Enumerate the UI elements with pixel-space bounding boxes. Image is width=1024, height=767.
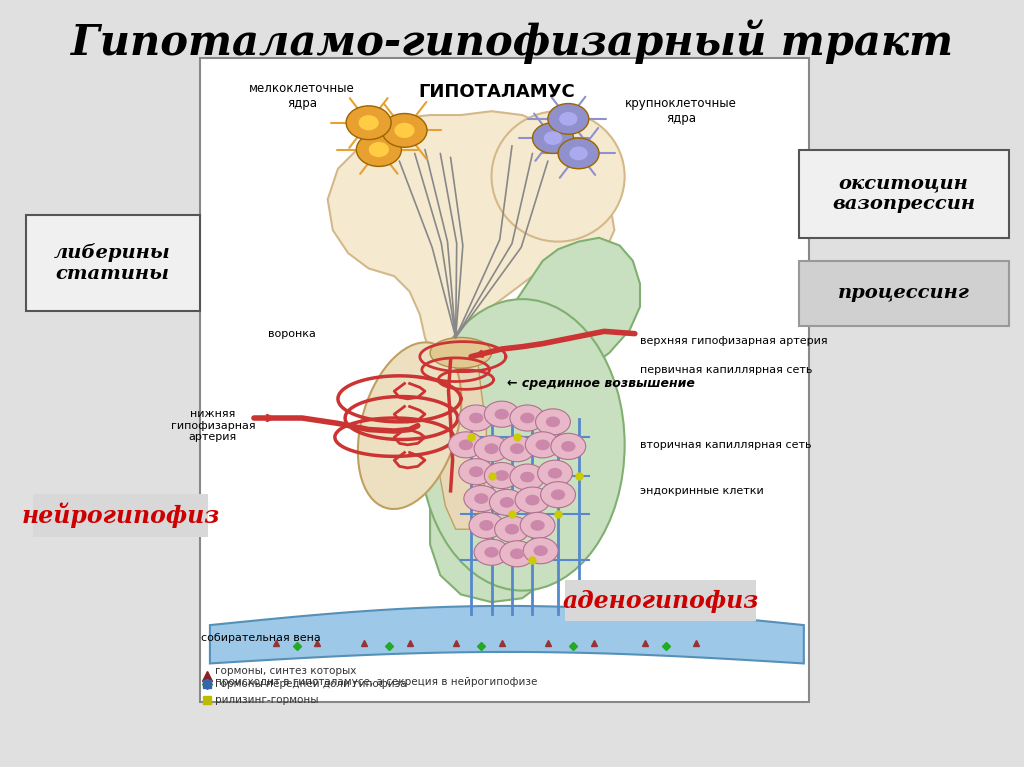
- Circle shape: [495, 409, 509, 420]
- Circle shape: [536, 439, 550, 450]
- Circle shape: [569, 146, 588, 160]
- Circle shape: [356, 133, 401, 166]
- Text: вторичная капиллярная сеть: вторичная капиллярная сеть: [640, 439, 811, 450]
- Ellipse shape: [420, 299, 625, 591]
- Circle shape: [559, 112, 578, 126]
- Circle shape: [530, 520, 545, 531]
- Text: гормоны передней доли гипофиза: гормоны передней доли гипофиза: [215, 679, 407, 690]
- Text: крупноклеточные
ядра: крупноклеточные ядра: [625, 97, 737, 125]
- Circle shape: [474, 493, 488, 504]
- Circle shape: [520, 413, 535, 423]
- Circle shape: [500, 541, 535, 567]
- Circle shape: [484, 443, 499, 454]
- Circle shape: [464, 486, 499, 512]
- Circle shape: [382, 114, 427, 147]
- FancyBboxPatch shape: [33, 494, 208, 537]
- Circle shape: [484, 547, 499, 558]
- Circle shape: [538, 460, 572, 486]
- Polygon shape: [210, 606, 804, 663]
- Circle shape: [536, 409, 570, 435]
- Circle shape: [449, 432, 483, 458]
- PathPatch shape: [328, 111, 614, 364]
- Text: рилизинг-гормоны: рилизинг-гормоны: [215, 694, 318, 705]
- Text: верхняя гипофизарная артерия: верхняя гипофизарная артерия: [640, 336, 827, 347]
- Circle shape: [474, 436, 509, 462]
- Circle shape: [548, 104, 589, 134]
- Text: мелкоклеточные
ядра: мелкоклеточные ядра: [249, 82, 355, 110]
- Circle shape: [523, 538, 558, 564]
- Text: ГИПОТАЛАМУС: ГИПОТАЛАМУС: [418, 83, 575, 101]
- Text: аденогипофиз: аденогипофиз: [562, 588, 759, 613]
- Circle shape: [551, 433, 586, 459]
- Circle shape: [474, 539, 509, 565]
- Circle shape: [520, 472, 535, 482]
- Circle shape: [459, 459, 494, 485]
- Circle shape: [520, 512, 555, 538]
- Text: гормоны, синтез которых
происходит в гипоталамусе, а секреция в нейрогипофизе: гормоны, синтез которых происходит в гип…: [215, 666, 538, 687]
- Circle shape: [469, 466, 483, 477]
- Circle shape: [459, 439, 473, 450]
- PathPatch shape: [430, 238, 640, 602]
- Circle shape: [369, 142, 389, 157]
- Circle shape: [525, 495, 540, 505]
- Circle shape: [515, 487, 550, 513]
- Text: собирательная вена: собирательная вена: [202, 633, 321, 644]
- Circle shape: [510, 405, 545, 431]
- Text: либерины
статины: либерины статины: [54, 243, 171, 282]
- FancyBboxPatch shape: [565, 580, 756, 621]
- Circle shape: [510, 548, 524, 559]
- Text: нейрогипофиз: нейрогипофиз: [22, 502, 220, 528]
- Circle shape: [469, 512, 504, 538]
- Circle shape: [532, 123, 573, 153]
- Circle shape: [479, 520, 494, 531]
- FancyBboxPatch shape: [26, 215, 200, 311]
- Text: окситоцин
вазопрессин: окситоцин вазопрессин: [833, 174, 975, 213]
- Text: процессинг: процессинг: [838, 285, 970, 302]
- PathPatch shape: [435, 349, 486, 529]
- Circle shape: [546, 416, 560, 427]
- Circle shape: [525, 432, 560, 458]
- FancyBboxPatch shape: [799, 261, 1009, 326]
- Circle shape: [394, 123, 415, 138]
- Circle shape: [459, 405, 494, 431]
- Circle shape: [541, 482, 575, 508]
- Ellipse shape: [492, 111, 625, 242]
- Text: воронка: воронка: [268, 328, 315, 339]
- Circle shape: [551, 489, 565, 500]
- Circle shape: [510, 464, 545, 490]
- Text: эндокринные клетки: эндокринные клетки: [640, 486, 764, 496]
- Circle shape: [534, 545, 548, 556]
- Circle shape: [495, 516, 529, 542]
- Circle shape: [489, 489, 524, 515]
- Circle shape: [561, 441, 575, 452]
- FancyBboxPatch shape: [200, 58, 809, 702]
- Text: ← срединное возвышение: ← срединное возвышение: [507, 377, 694, 390]
- Circle shape: [484, 401, 519, 427]
- Circle shape: [500, 436, 535, 462]
- Circle shape: [484, 463, 519, 489]
- Circle shape: [358, 115, 379, 130]
- Circle shape: [500, 497, 514, 508]
- Circle shape: [469, 413, 483, 423]
- Circle shape: [558, 138, 599, 169]
- Text: первичная капиллярная сеть: первичная капиллярная сеть: [640, 364, 812, 375]
- Text: нижняя
гипофизарная
артерия: нижняя гипофизарная артерия: [171, 409, 255, 443]
- Circle shape: [510, 443, 524, 454]
- Ellipse shape: [357, 342, 462, 509]
- FancyBboxPatch shape: [799, 150, 1009, 238]
- Circle shape: [544, 131, 562, 145]
- Circle shape: [548, 468, 562, 479]
- Text: Гипоталамо-гипофизарный тракт: Гипоталамо-гипофизарный тракт: [71, 20, 953, 64]
- Circle shape: [495, 470, 509, 481]
- Ellipse shape: [430, 337, 492, 368]
- Circle shape: [505, 524, 519, 535]
- Circle shape: [346, 106, 391, 140]
